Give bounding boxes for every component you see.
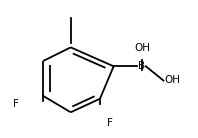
Text: F: F [13, 99, 19, 109]
Text: OH: OH [164, 75, 180, 86]
Text: F: F [107, 118, 113, 128]
Text: B: B [138, 61, 146, 71]
Text: OH: OH [134, 43, 150, 53]
